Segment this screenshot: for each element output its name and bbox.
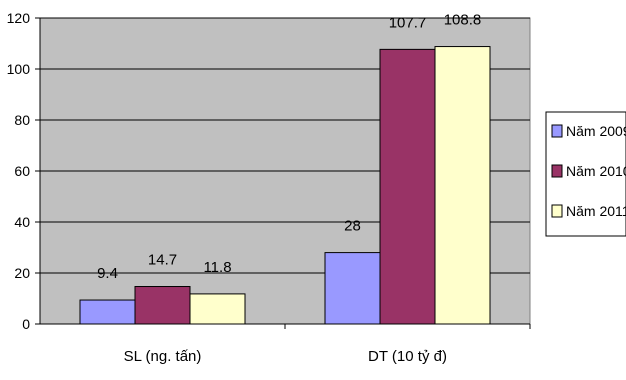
y-tick-label: 80 bbox=[14, 112, 30, 128]
legend-swatch bbox=[551, 204, 563, 218]
bar bbox=[379, 48, 436, 325]
legend-swatch bbox=[551, 164, 563, 178]
x-category-label: DT (10 tỷ đ) bbox=[368, 348, 447, 365]
bar bbox=[434, 46, 491, 325]
y-tick-label: 100 bbox=[7, 61, 31, 77]
data-label: 14.7 bbox=[148, 252, 177, 269]
data-label: 108.8 bbox=[444, 12, 482, 29]
data-label: 28 bbox=[344, 218, 361, 235]
data-label: 9.4 bbox=[97, 265, 118, 282]
y-tick-label: 20 bbox=[14, 265, 30, 281]
y-tick-label: 60 bbox=[14, 163, 30, 179]
legend: Năm 2009 Năm 2010 Năm 2011 bbox=[545, 111, 626, 237]
y-tick-label: 40 bbox=[14, 214, 30, 230]
legend-swatch bbox=[551, 124, 563, 138]
bar bbox=[189, 293, 246, 325]
data-labels: 9.4 14.7 11.8 28 107.7 108.8 bbox=[97, 12, 481, 282]
x-category-label: SL (ng. tấn) bbox=[124, 348, 202, 365]
axes: 0 20 40 60 80 100 120 SL (ng. tấn) DT (10 tỷ đ) bbox=[7, 10, 531, 365]
bar bbox=[79, 299, 136, 325]
bars bbox=[79, 46, 491, 325]
bar bbox=[134, 286, 191, 325]
data-label: 107.7 bbox=[389, 14, 427, 31]
legend-label: Năm 2011 bbox=[566, 203, 626, 219]
y-tick-label: 120 bbox=[7, 10, 31, 26]
y-tick-label: 0 bbox=[22, 316, 30, 332]
bar bbox=[324, 252, 381, 325]
data-label: 11.8 bbox=[203, 259, 231, 276]
legend-label: Năm 2010 bbox=[566, 163, 626, 179]
legend-label: Năm 2009 bbox=[566, 123, 626, 139]
